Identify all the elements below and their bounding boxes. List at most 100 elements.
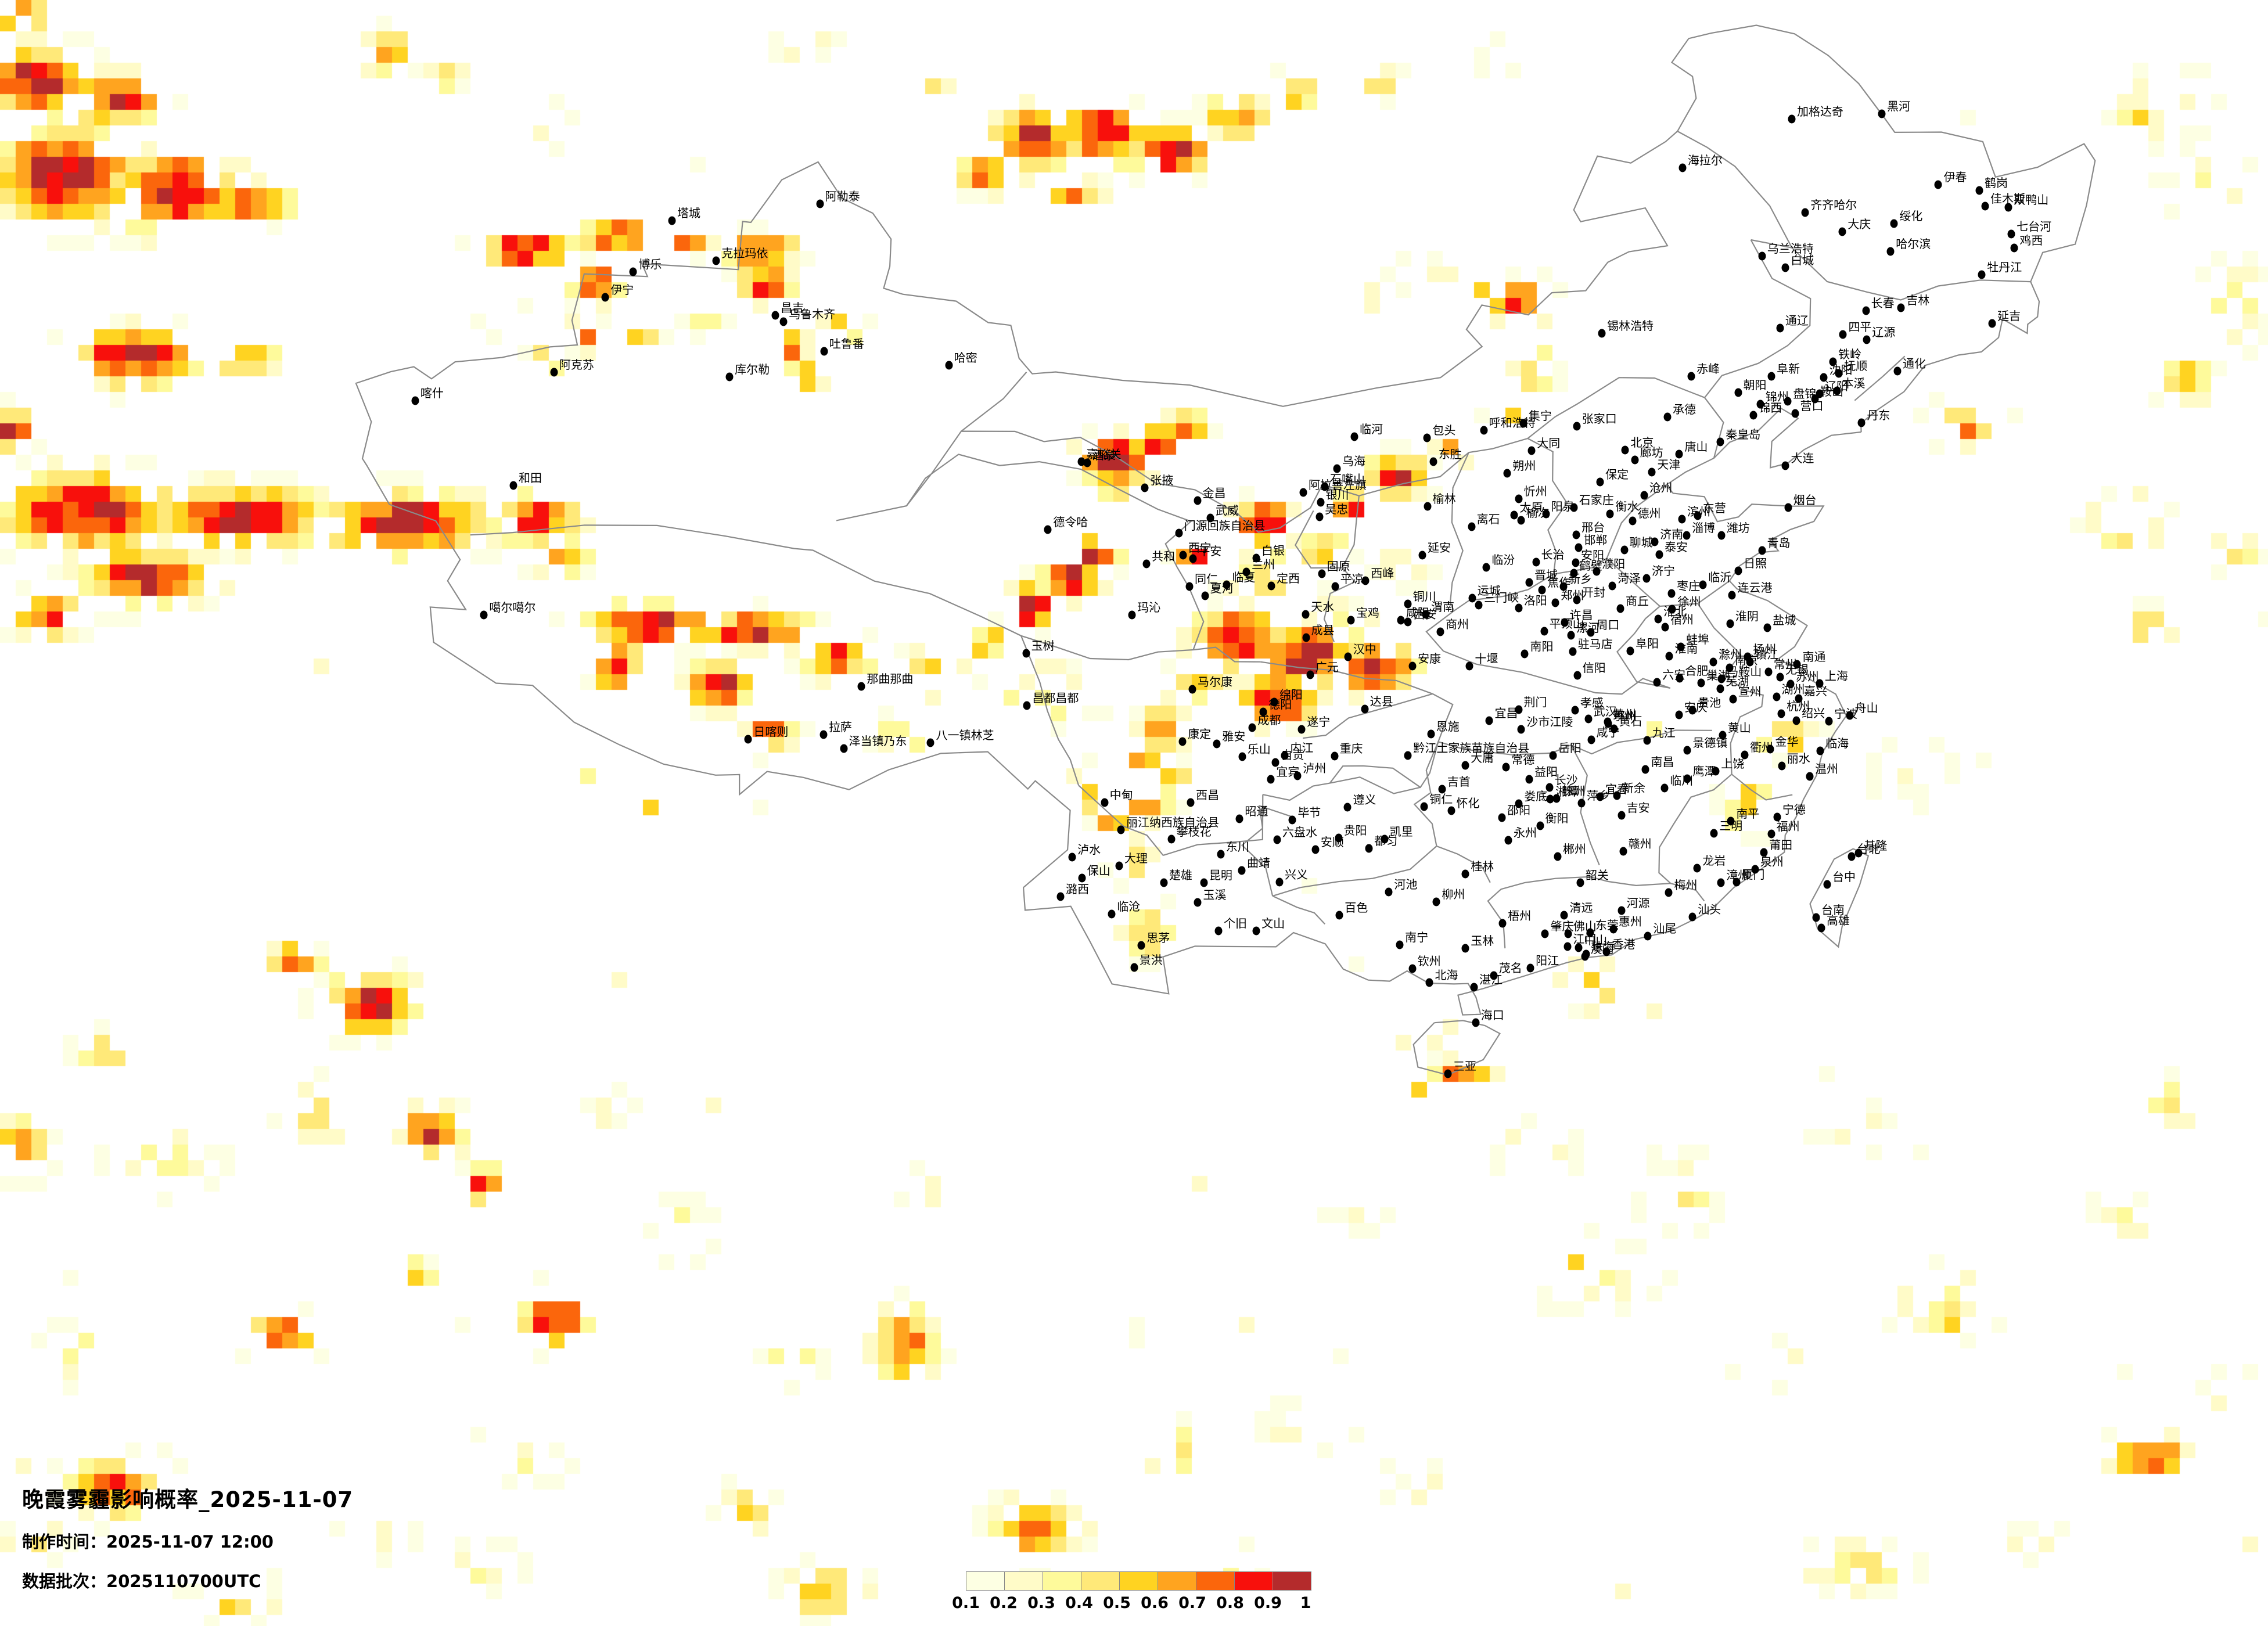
city-dot xyxy=(1551,598,1559,607)
city-dot xyxy=(1587,628,1595,637)
city-label: 廊坊 xyxy=(1640,445,1663,460)
city-label: 成都 xyxy=(1257,713,1281,728)
probability-legend: 0.1 0.2 0.3 0.4 0.5 0.6 0.7 0.8 0.9 1 xyxy=(952,1571,1311,1614)
city-dot xyxy=(1784,503,1792,512)
city-label: 朔州 xyxy=(1512,459,1536,473)
city-label: 临汾 xyxy=(1491,553,1515,567)
city-label: 长春 xyxy=(1871,296,1895,311)
city-dot xyxy=(1825,717,1833,726)
city-label: 淮南 xyxy=(1674,641,1698,656)
city-dot xyxy=(1751,865,1759,874)
city-label: 焦作 xyxy=(1547,575,1571,589)
legend-tick: 0.5 xyxy=(1103,1594,1131,1612)
city-label: 大理 xyxy=(1124,851,1148,865)
city-label: 鸡西 xyxy=(2019,233,2043,247)
city-label: 保定 xyxy=(1605,467,1629,481)
city-dot xyxy=(1688,912,1696,922)
city-label: 南阳 xyxy=(1530,639,1554,653)
city-label: 乌鲁木齐 xyxy=(789,307,836,321)
city-dot xyxy=(1083,458,1091,467)
city-label: 漳州 xyxy=(1726,868,1750,882)
city-label: 荆门 xyxy=(1523,695,1547,710)
city-dot xyxy=(1643,736,1651,745)
legend-tick: 0.6 xyxy=(1141,1594,1169,1612)
city-label: 都匀 xyxy=(1374,834,1398,848)
city-dot xyxy=(1429,457,1437,466)
legend-tick: 0.7 xyxy=(1178,1594,1206,1612)
city-dot xyxy=(1242,567,1250,577)
city-label: 阿拉善左旗 xyxy=(1309,478,1367,492)
city-dot xyxy=(1727,816,1735,826)
legend-swatch xyxy=(1043,1571,1081,1591)
city-dot xyxy=(744,735,752,744)
city-label: 拉萨 xyxy=(828,720,852,735)
city-label: 加格达奇 xyxy=(1796,105,1843,119)
city-label: 绥化 xyxy=(1899,209,1923,224)
city-label: 锡林浩特 xyxy=(1607,319,1654,333)
city-dot xyxy=(1833,386,1841,395)
city-label: 铜仁 xyxy=(1429,792,1453,806)
city-dot xyxy=(1504,836,1512,845)
city-dot xyxy=(1461,944,1469,953)
city-label: 延吉 xyxy=(1997,309,2021,323)
city-label: 雅安 xyxy=(1222,729,1246,744)
city-label: 喀什 xyxy=(420,386,444,400)
city-dot xyxy=(668,216,676,225)
legend-swatch xyxy=(1004,1571,1043,1591)
city-dot xyxy=(1667,589,1676,598)
border-line xyxy=(1020,635,1080,786)
city-label: 遵义 xyxy=(1353,793,1376,807)
city-dot xyxy=(1610,724,1618,733)
city-label: 保山 xyxy=(1087,864,1110,878)
city-dot xyxy=(2004,203,2012,212)
city-label: 台北 xyxy=(1857,841,1881,856)
city-label: 曲靖 xyxy=(1246,856,1270,870)
city-label: 潞西 xyxy=(1066,882,1090,896)
city-label: 和田 xyxy=(519,471,542,485)
city-label: 丽江纳西族自治县 xyxy=(1126,815,1219,830)
city-dot xyxy=(1792,716,1800,725)
city-label: 噶尔噶尔 xyxy=(489,600,536,615)
city-label: 恩施 xyxy=(1436,720,1460,734)
city-dot xyxy=(1538,585,1546,595)
city-dot xyxy=(1461,761,1469,770)
city-dot xyxy=(1468,522,1476,531)
city-dot xyxy=(1331,582,1339,591)
city-dot xyxy=(1620,545,1629,555)
city-label: 柳州 xyxy=(1442,887,1465,901)
city-dot xyxy=(1567,631,1575,640)
city-dot xyxy=(1418,551,1426,560)
city-label: 攀枝花 xyxy=(1176,825,1212,839)
city-dot xyxy=(1545,783,1554,792)
city-label: 八一镇林芝 xyxy=(936,728,994,743)
city-dot xyxy=(1573,422,1581,431)
city-dot xyxy=(1893,366,1902,376)
production-time-label: 制作时间： xyxy=(22,1532,107,1552)
city-label: 邢台 xyxy=(1582,520,1605,535)
city-label: 佳木斯 xyxy=(1990,192,2025,206)
city-label: 临夏 xyxy=(1232,570,1256,585)
city-label: 锦州 xyxy=(1765,390,1789,404)
city-label: 集宁 xyxy=(1528,408,1552,423)
city-label: 三明 xyxy=(1719,819,1743,833)
city-dot xyxy=(1223,580,1231,589)
city-label: 秦皇岛 xyxy=(1726,427,1761,441)
city-label: 晋城 xyxy=(1534,567,1558,582)
city-label: 银川 xyxy=(1325,487,1349,502)
city-dot xyxy=(1677,642,1685,652)
city-dot xyxy=(1526,963,1534,973)
city-dot xyxy=(1665,888,1673,897)
city-label: 衡水 xyxy=(1615,499,1639,513)
city-dot xyxy=(1693,864,1701,873)
city-label: 咸宁 xyxy=(1596,725,1620,740)
city-label: 太原 xyxy=(1519,501,1543,515)
city-dot xyxy=(1315,512,1324,521)
border-line xyxy=(1658,774,1733,884)
city-label: 许昌 xyxy=(1569,607,1593,622)
city-dot xyxy=(1781,263,1789,272)
city-dot xyxy=(1569,647,1577,656)
city-dot xyxy=(1734,388,1742,397)
city-dot xyxy=(1653,678,1661,687)
city-dot xyxy=(820,347,828,356)
city-label: 清远 xyxy=(1569,901,1593,915)
